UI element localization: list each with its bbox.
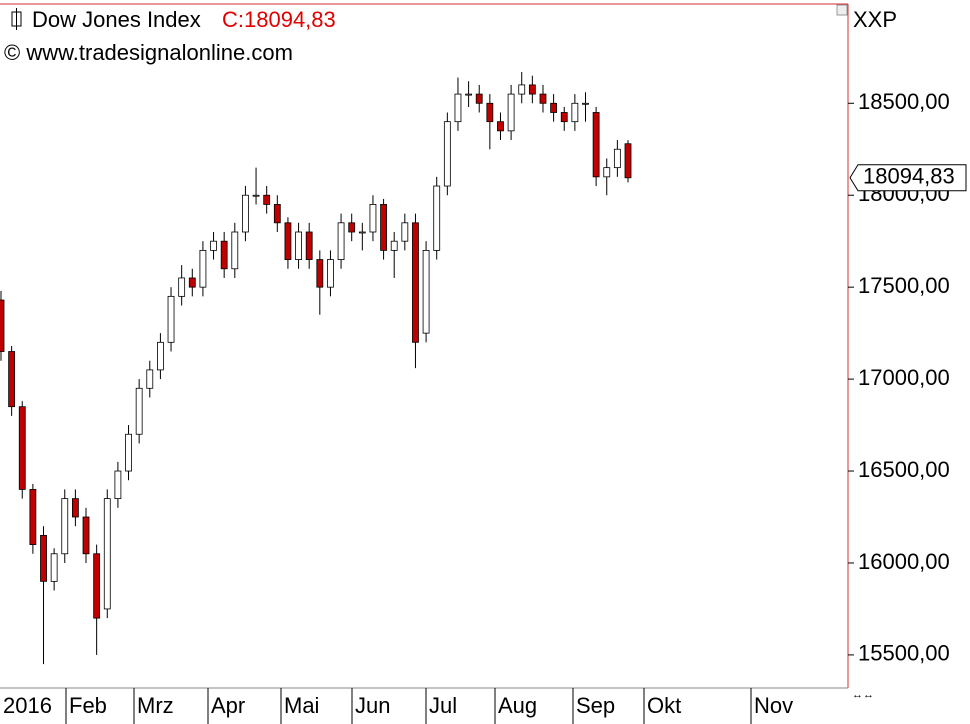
y-tick-label: 16000,00	[858, 549, 950, 574]
candle-body	[0, 299, 5, 352]
candle-body	[560, 112, 568, 123]
candle-body	[242, 194, 249, 233]
x-tick-label: Jul	[429, 693, 457, 718]
candle-body	[369, 204, 377, 233]
last-price-label: 18094,83	[863, 164, 955, 189]
candle-body	[40, 534, 47, 582]
candle-body	[199, 249, 207, 288]
candle-body	[465, 93, 472, 96]
exchange: XXP	[853, 7, 897, 32]
candle-body	[93, 553, 101, 619]
chart-title: Dow Jones Index	[32, 7, 201, 32]
source: © www.tradesignalonline.com	[4, 40, 293, 65]
y-tick-label: 15500,00	[858, 641, 950, 666]
x-tick-label: Okt	[647, 693, 681, 718]
candle-body	[613, 148, 621, 169]
candle-body	[571, 102, 579, 123]
candle-body	[125, 433, 132, 472]
candle-body	[284, 222, 292, 260]
y-tick-label: 17000,00	[858, 365, 950, 390]
candle-body	[220, 240, 228, 270]
candle-body	[582, 102, 589, 105]
scroll-icons[interactable]: ↔↔	[852, 689, 874, 701]
candle-body	[114, 470, 122, 500]
candle-body	[348, 222, 356, 233]
candle-body	[539, 93, 547, 104]
x-tick-label: Mai	[284, 693, 319, 718]
candle-body	[412, 222, 419, 343]
candle-body	[475, 93, 483, 104]
x-tick-label: Sep	[576, 693, 615, 718]
candle-body	[252, 194, 260, 197]
y-tick-label: 16500,00	[858, 457, 950, 482]
candle-body	[327, 259, 334, 288]
candle-body	[295, 231, 302, 260]
x-tick-label: Mrz	[137, 693, 174, 718]
candle-body	[337, 222, 345, 260]
candle-body	[61, 498, 69, 555]
x-tick-label: Aug	[498, 693, 537, 718]
candle-body	[29, 489, 37, 545]
candle-body	[390, 240, 398, 251]
x-tick-label: Jun	[355, 693, 390, 718]
candle-body	[550, 102, 558, 113]
candle-body	[231, 231, 239, 270]
candle-body	[305, 231, 313, 260]
candle-body	[18, 406, 26, 490]
candle-body	[82, 516, 90, 555]
candle-body	[50, 553, 58, 582]
candle-body	[507, 93, 515, 132]
candle-body	[273, 204, 281, 224]
candle-body	[167, 295, 175, 343]
candle-body	[380, 204, 387, 251]
y-tick-label: 17500,00	[858, 273, 950, 298]
candle-body	[422, 249, 430, 334]
y-tick-label: 18500,00	[858, 89, 950, 114]
candle-body	[592, 112, 600, 178]
candle-body	[146, 369, 154, 389]
candle-body	[103, 498, 111, 610]
x-tick-label: Nov	[754, 693, 793, 718]
candle-body	[497, 121, 504, 132]
close-button[interactable]	[836, 4, 848, 16]
candle-body	[8, 351, 16, 408]
candle-body	[210, 240, 217, 251]
candle-body	[528, 84, 536, 95]
candle-body	[624, 143, 632, 179]
candle-body	[178, 277, 186, 297]
candle-body	[188, 277, 196, 288]
x-tick-label: 2016	[3, 693, 52, 718]
candle-body	[433, 185, 441, 251]
candle-body	[454, 93, 462, 123]
candle-body	[603, 167, 611, 178]
x-tick-label: Feb	[69, 693, 107, 718]
candle-body	[135, 387, 143, 435]
candle-body	[358, 231, 366, 234]
candle-body	[401, 222, 409, 242]
candle-body	[71, 498, 79, 518]
candle-body	[263, 194, 271, 205]
close-label: C:18094,83	[222, 7, 336, 32]
candle-body	[486, 102, 494, 123]
last-price-box	[849, 164, 967, 192]
candle-body	[316, 259, 324, 288]
x-tick-label: Apr	[211, 693, 245, 718]
candle-body	[443, 121, 451, 187]
candle-body	[157, 341, 164, 371]
candle-body	[518, 84, 526, 95]
